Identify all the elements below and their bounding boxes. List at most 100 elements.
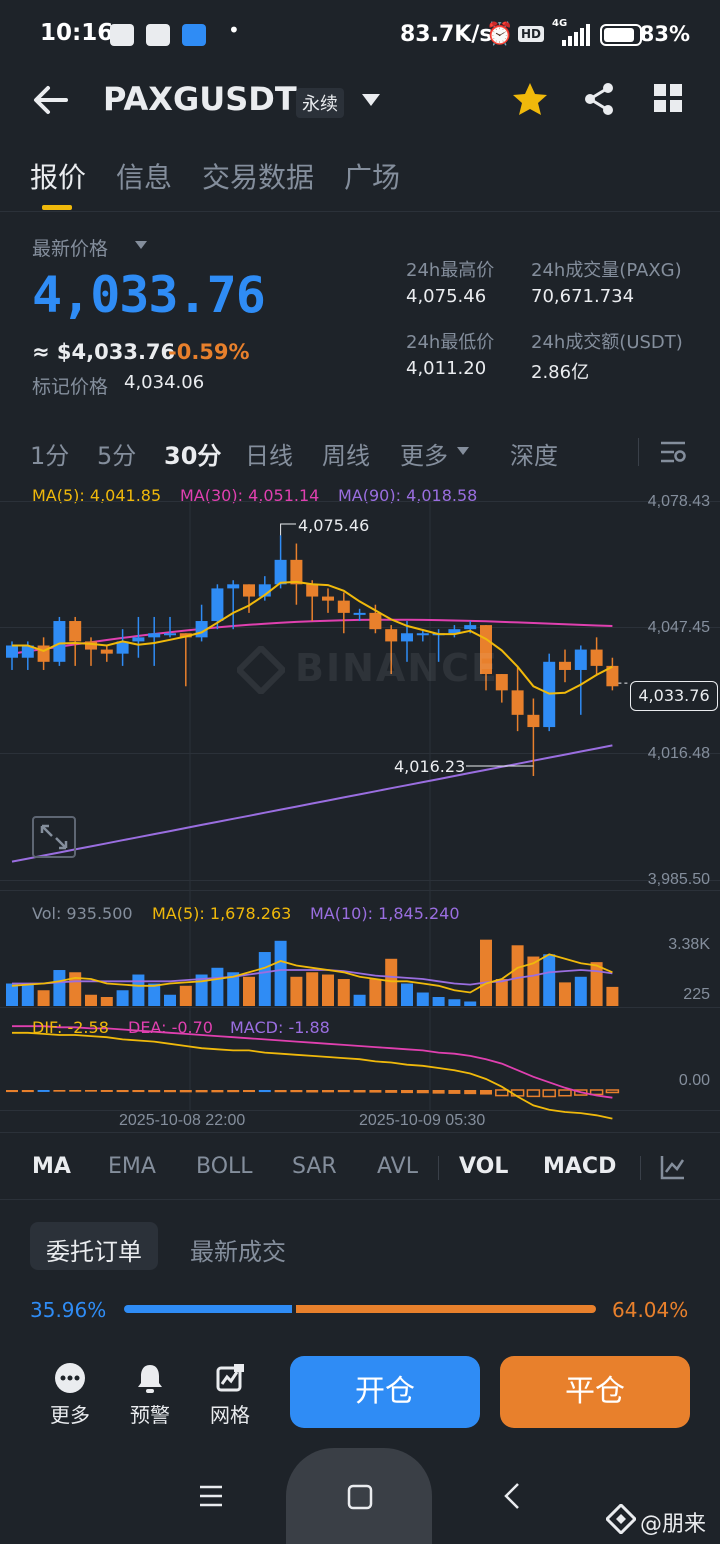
fullscreen-button[interactable] [32,816,76,858]
candle-body [369,612,382,630]
ma5-line [12,580,613,695]
more-icon [55,1363,85,1393]
volume-bar [290,976,303,1006]
interval-1m[interactable]: 1分 [30,442,70,470]
macd-bar [542,1089,556,1098]
volume-bar [227,972,240,1006]
volume-bar [148,983,161,1006]
low-label: 24h最低价 [406,332,495,353]
tab-orders[interactable]: 委托订单 [46,1238,142,1266]
volume-bar [274,940,287,1006]
home-button-bg[interactable] [286,1448,432,1544]
candle-body [243,584,255,597]
indicator-ema[interactable]: EMA [108,1154,156,1179]
candle-body [401,633,413,642]
grid-menu-icon[interactable] [654,84,684,114]
macd-bar [432,1090,445,1094]
macd-bar [353,1090,366,1093]
symbol-title[interactable]: PAXGUSDT [103,80,297,118]
indicator-bar [0,1132,720,1200]
tab-underline [42,205,72,210]
macd-bar [480,1090,492,1095]
header: PAXGUSDT 永续 [0,70,720,130]
macd-bar [85,1090,97,1092]
candle-body [416,633,429,636]
candle-body [606,665,619,687]
indicator-vol[interactable]: VOL [459,1154,509,1179]
close-position-button[interactable]: 平仓 [500,1356,690,1428]
back-arrow-icon[interactable] [32,84,68,116]
interval-week[interactable]: 周线 [322,442,370,470]
expand-icon [40,824,68,850]
ma30-line [11,618,613,655]
volume-bar [480,939,492,1006]
kline-chart[interactable] [0,480,720,1130]
caret-down-icon[interactable] [456,446,470,456]
volume-bar [385,958,398,1006]
star-icon[interactable] [512,82,548,116]
interval-day[interactable]: 日线 [245,442,293,470]
interval-depth[interactable]: 深度 [510,442,558,470]
volume-bar [306,972,319,1006]
volume-bar [53,970,66,1006]
candle-body [6,645,18,658]
chart-settings-icon[interactable] [660,440,686,464]
ma5-legend: MA(5): 4,041.85 [32,486,162,505]
candle-body [574,649,587,670]
indicator-macd[interactable]: MACD [543,1154,617,1179]
tab-trading-data[interactable]: 交易数据 [202,161,315,194]
caret-down-icon[interactable] [360,92,382,108]
macd-bar [401,1090,413,1094]
candle-body [385,629,398,642]
macd-bar [369,1090,382,1093]
tab-quote[interactable]: 报价 [30,161,87,194]
high-value: 4,075.46 [406,286,487,307]
indicator-tabs: MA EMA BOLL SAR AVL VOL MACD [0,1154,720,1184]
tab-latest-trades[interactable]: 最新成交 [190,1238,286,1266]
indicator-avl[interactable]: AVL [377,1154,418,1179]
candle-body [227,584,240,589]
buy-bar [124,1305,292,1313]
volume-bar [116,990,129,1006]
candle-body [306,584,319,597]
tab-info[interactable]: 信息 [116,161,173,194]
share-icon[interactable] [582,82,616,116]
macd-legend: MACD: -1.88 [230,1018,330,1037]
more-button[interactable]: 更多 [44,1362,96,1428]
caret-down-icon[interactable] [134,240,148,250]
volume-bar [37,990,50,1006]
open-position-button[interactable]: 开仓 [290,1356,480,1428]
message-icon [146,24,170,46]
indicator-settings-icon[interactable] [660,1154,686,1180]
indicator-boll[interactable]: BOLL [196,1154,253,1179]
alarm-icon: ⏰ [486,22,514,47]
grid-button[interactable]: 网格 [204,1362,256,1428]
indicator-sar[interactable]: SAR [292,1154,337,1179]
volume-bar [401,983,413,1006]
tab-square[interactable]: 广场 [344,161,401,194]
macd-bar [6,1090,18,1093]
mark-price: 4,034.06 [124,372,205,393]
signal-label: 4G [552,18,568,29]
home-icon[interactable] [347,1484,373,1510]
alert-button[interactable]: 预警 [124,1362,176,1428]
interval-more[interactable]: 更多 [400,442,448,470]
candle-body [148,633,161,638]
macd-bar [258,1090,271,1093]
menu-icon[interactable] [198,1484,224,1508]
macd-bar [464,1090,477,1095]
interval-5m[interactable]: 5分 [97,442,137,470]
indicator-ma[interactable]: MA [32,1154,71,1179]
macd-bar [558,1089,572,1097]
volume-bar [527,956,540,1006]
amount-value: 2.86亿 [531,362,590,383]
candle-body [132,637,145,642]
macd-bar [53,1090,66,1092]
candle-body [290,559,303,585]
macd-bar [416,1090,429,1094]
volume-bar [164,994,176,1006]
interval-30m[interactable]: 30分 [164,442,222,470]
volume-bar [511,945,524,1006]
back-nav-icon[interactable] [502,1482,522,1510]
vol-ma10-line [12,969,613,986]
